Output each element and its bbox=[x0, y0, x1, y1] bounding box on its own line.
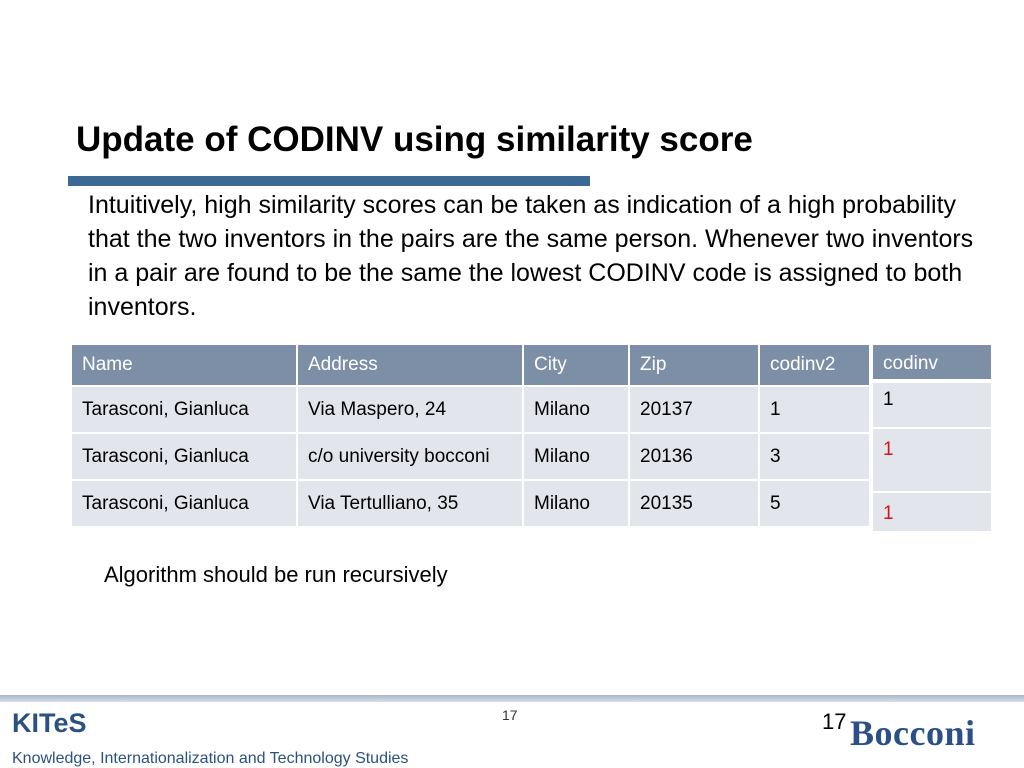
cell-zip: 20137 bbox=[629, 386, 760, 434]
table-row: Tarasconi, Gianluca Via Tertulliano, 35 … bbox=[72, 480, 871, 528]
cell-codinv2: 3 bbox=[759, 433, 871, 481]
cell-name: Tarasconi, Gianluca bbox=[72, 386, 298, 434]
title-underline bbox=[68, 176, 590, 186]
codinv-cell: 1 bbox=[873, 383, 991, 429]
header-city: City bbox=[523, 345, 630, 387]
header-zip: Zip bbox=[629, 345, 760, 387]
cell-name: Tarasconi, Gianluca bbox=[72, 433, 298, 481]
cell-city: Milano bbox=[523, 433, 630, 481]
codinv-cell: 1 bbox=[873, 493, 991, 533]
codinv-cell: 1 bbox=[873, 429, 991, 493]
footer bbox=[0, 702, 1024, 768]
table-row: Tarasconi, Gianluca c/o university bocco… bbox=[72, 433, 871, 481]
kites-tagline: Knowledge, Internationalization and Tech… bbox=[12, 750, 409, 767]
cell-codinv2: 1 bbox=[759, 386, 871, 434]
cell-name: Tarasconi, Gianluca bbox=[72, 480, 298, 528]
algorithm-note: Algorithm should be run recursively bbox=[104, 562, 448, 587]
cell-zip: 20136 bbox=[629, 433, 760, 481]
table-row: Tarasconi, Gianluca Via Maspero, 24 Mila… bbox=[72, 386, 871, 434]
cell-city: Milano bbox=[523, 480, 630, 528]
bocconi-logo: Bocconi bbox=[850, 713, 976, 753]
table-header-row: Name Address City Zip codinv2 bbox=[72, 345, 871, 387]
slide-title: Update of CODINV using similarity score bbox=[76, 120, 753, 159]
codinv-column: codinv 1 1 1 bbox=[873, 345, 991, 533]
cell-address: Via Maspero, 24 bbox=[297, 386, 524, 434]
page-number-small: 17 bbox=[502, 707, 518, 723]
cell-address: c/o university bocconi bbox=[297, 433, 524, 481]
cell-city: Milano bbox=[523, 386, 630, 434]
footer-divider bbox=[0, 695, 1024, 702]
header-name: Name bbox=[72, 345, 298, 387]
cell-codinv2: 5 bbox=[759, 480, 871, 528]
cell-address: Via Tertulliano, 35 bbox=[297, 480, 524, 528]
header-address: Address bbox=[297, 345, 524, 387]
codinv-header: codinv bbox=[873, 345, 991, 383]
page-number: 17 bbox=[822, 709, 847, 734]
inventor-table: Name Address City Zip codinv2 Tarasconi,… bbox=[72, 345, 871, 528]
cell-zip: 20135 bbox=[629, 480, 760, 528]
body-paragraph: Intuitively, high similarity scores can … bbox=[88, 191, 974, 321]
header-codinv2: codinv2 bbox=[759, 345, 871, 387]
kites-logo: KITeS bbox=[12, 708, 87, 738]
